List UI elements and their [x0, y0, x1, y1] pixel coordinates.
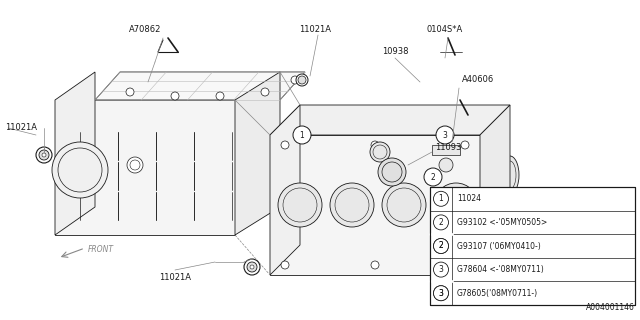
Text: 2: 2	[438, 242, 444, 251]
Text: 10938: 10938	[381, 47, 408, 57]
Text: FRONT: FRONT	[88, 245, 114, 254]
Text: A40606: A40606	[462, 76, 494, 84]
Polygon shape	[55, 72, 95, 235]
Text: 11024: 11024	[457, 194, 481, 203]
Text: 3: 3	[438, 289, 444, 298]
Polygon shape	[430, 187, 635, 305]
Ellipse shape	[399, 112, 439, 128]
Polygon shape	[432, 145, 460, 155]
Text: G93102 <-'05MY0505>: G93102 <-'05MY0505>	[457, 218, 547, 227]
Text: 3: 3	[438, 289, 444, 298]
Polygon shape	[95, 72, 305, 100]
Text: 3: 3	[438, 265, 444, 274]
Text: 11021A: 11021A	[299, 26, 331, 35]
Circle shape	[127, 157, 143, 173]
Circle shape	[371, 261, 379, 269]
Circle shape	[424, 168, 442, 186]
Circle shape	[371, 141, 379, 149]
Circle shape	[378, 158, 406, 186]
Circle shape	[247, 262, 257, 272]
Text: 2: 2	[438, 218, 444, 227]
Text: G78605('08MY0711-): G78605('08MY0711-)	[457, 289, 538, 298]
Text: 0104S*A: 0104S*A	[427, 26, 463, 35]
Circle shape	[36, 147, 52, 163]
Circle shape	[461, 141, 469, 149]
Circle shape	[433, 286, 449, 301]
Text: 11021A: 11021A	[5, 124, 37, 132]
Ellipse shape	[451, 112, 491, 128]
Circle shape	[330, 183, 374, 227]
Polygon shape	[235, 72, 280, 235]
Circle shape	[281, 261, 289, 269]
Circle shape	[433, 238, 449, 253]
Ellipse shape	[347, 112, 387, 128]
Circle shape	[250, 265, 254, 269]
Text: A004001146: A004001146	[586, 303, 635, 312]
Circle shape	[461, 261, 469, 269]
Circle shape	[52, 142, 108, 198]
Circle shape	[433, 215, 449, 230]
Circle shape	[281, 141, 289, 149]
Text: G93107 ('06MY0410-): G93107 ('06MY0410-)	[457, 242, 541, 251]
Circle shape	[439, 158, 453, 172]
Polygon shape	[480, 105, 510, 275]
Circle shape	[293, 126, 311, 144]
Circle shape	[244, 259, 260, 275]
Text: G78604 <-'08MY0711): G78604 <-'08MY0711)	[457, 265, 544, 274]
Polygon shape	[270, 105, 300, 275]
Polygon shape	[55, 100, 235, 235]
Text: 1: 1	[438, 194, 444, 203]
Circle shape	[291, 76, 299, 84]
Circle shape	[296, 74, 308, 86]
Circle shape	[433, 286, 449, 301]
Circle shape	[434, 183, 478, 227]
Circle shape	[370, 142, 390, 162]
Circle shape	[382, 183, 426, 227]
Text: A70862: A70862	[129, 26, 161, 35]
Polygon shape	[270, 105, 510, 135]
Polygon shape	[270, 135, 480, 275]
Circle shape	[433, 238, 449, 253]
Circle shape	[261, 88, 269, 96]
Circle shape	[42, 153, 46, 157]
Circle shape	[216, 92, 224, 100]
Ellipse shape	[501, 156, 519, 194]
Circle shape	[433, 191, 449, 206]
Text: 11093: 11093	[435, 143, 461, 153]
Circle shape	[171, 92, 179, 100]
Text: 11021A: 11021A	[159, 274, 191, 283]
Circle shape	[126, 88, 134, 96]
Circle shape	[298, 76, 306, 84]
Circle shape	[278, 183, 322, 227]
Circle shape	[433, 262, 449, 277]
Ellipse shape	[295, 112, 335, 128]
Text: 2: 2	[438, 242, 444, 251]
Text: 2: 2	[431, 172, 435, 181]
Text: 1: 1	[300, 131, 305, 140]
Circle shape	[39, 150, 49, 160]
Text: 3: 3	[443, 131, 447, 140]
Circle shape	[436, 126, 454, 144]
